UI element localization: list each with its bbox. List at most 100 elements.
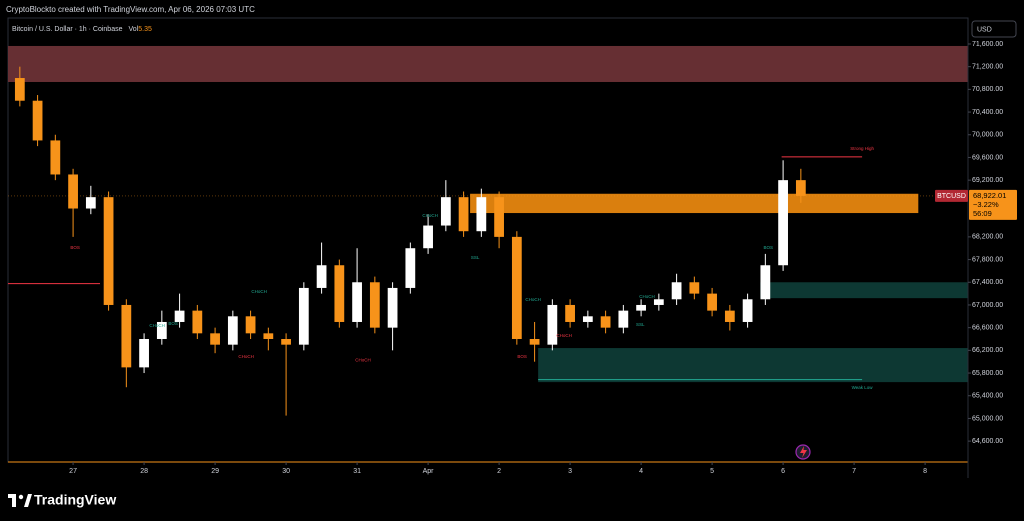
candle-body (227, 316, 238, 345)
zone (470, 193, 919, 214)
candle-body (121, 304, 132, 368)
annotation: BOS (70, 245, 80, 250)
candle-body (671, 282, 682, 300)
candle-body (440, 197, 451, 226)
candle-body (369, 282, 380, 328)
candle-body (511, 236, 522, 340)
x-tick-label: 6 (781, 468, 785, 475)
annotation: BOS (168, 321, 178, 326)
candle-body (724, 310, 735, 322)
annotation: CHoCH (149, 323, 165, 328)
logo-part[interactable] (24, 494, 32, 507)
annotation: CHoCH (355, 358, 371, 363)
candle-body (174, 310, 185, 322)
candle-body (795, 180, 806, 196)
candle-body (263, 333, 274, 340)
x-tick-label: 7 (852, 468, 856, 475)
candle-body (32, 100, 43, 141)
candle-body (529, 339, 540, 345)
y-tick-label: 65,800.00 (972, 370, 1003, 377)
candle-body (50, 140, 61, 175)
zone (760, 282, 968, 299)
symbol-box (935, 189, 968, 202)
y-tick-label: 71,200.00 (972, 64, 1003, 71)
candle-body (281, 339, 291, 345)
zone (538, 348, 968, 383)
candle-body (210, 333, 220, 345)
candle-body (14, 78, 25, 101)
candle-body (778, 180, 788, 266)
x-tick-label: 29 (211, 468, 219, 475)
symbol-label: BTCUSD (937, 193, 966, 200)
y-tick-label: 66,200.00 (972, 347, 1003, 354)
candle-body (316, 265, 327, 288)
x-tick-label: 28 (140, 468, 148, 475)
price-change: −3.22% (973, 200, 999, 209)
candle-body (653, 299, 664, 305)
plot-frame (7, 17, 969, 463)
replay-bolt[interactable] (800, 446, 807, 458)
candle-body (618, 310, 629, 328)
annotation: CHoCH (238, 354, 254, 359)
x-tick-label: Apr (423, 468, 435, 475)
volume-label: Vol (129, 26, 139, 33)
symbol-title: Bitcoin / U.S. Dollar · 1h · Coinbase (12, 26, 123, 33)
x-tick-label: 30 (282, 468, 290, 475)
bar-countdown: 56:09 (973, 209, 992, 218)
y-tick-label: 69,600.00 (972, 154, 1003, 161)
header: CryptoBlockto created with TradingView.c… (6, 5, 255, 14)
x-tick-label: 2 (497, 468, 501, 475)
logo-part[interactable] (12, 494, 16, 507)
candle-body (742, 299, 753, 322)
candle-body (103, 197, 114, 305)
logo-part[interactable] (18, 494, 24, 500)
currency[interactable]: USD (977, 26, 992, 33)
annotation: CHoCH (556, 333, 572, 338)
y-tick-label: 70,400.00 (972, 109, 1003, 116)
annotation: Strong High (850, 146, 874, 151)
y-tick-label: 71,600.00 (972, 41, 1003, 48)
candle-body (68, 174, 78, 209)
brand-logo[interactable]: TradingView (8, 492, 116, 508)
y-tick-label: 67,400.00 (972, 279, 1003, 286)
annotation: SSL (471, 255, 480, 260)
y-tick-label: 65,400.00 (972, 393, 1003, 400)
y-tick-label: 66,600.00 (972, 324, 1003, 331)
candle-body (192, 310, 203, 334)
candle-body (405, 248, 416, 288)
candle-body (600, 316, 611, 328)
candle-body (565, 304, 575, 322)
candle-body (352, 282, 362, 322)
candle-body (245, 316, 256, 334)
annotation: SSL (636, 322, 645, 327)
y-tick-label: 67,800.00 (972, 256, 1003, 263)
candle-body (334, 265, 345, 322)
price-label: 68,922.01 (973, 191, 1006, 200)
y-tick-label: 70,000.00 (972, 132, 1003, 139)
volume-value: 5.35 (138, 26, 152, 33)
zone (8, 45, 968, 82)
annotation: CHoCH (251, 289, 267, 294)
currency-box[interactable] (971, 20, 1017, 38)
y-tick-label: 64,600.00 (972, 438, 1003, 445)
x-tick-label: 5 (710, 468, 714, 475)
y-tick-label: 70,800.00 (972, 86, 1003, 93)
candle-body (689, 282, 700, 294)
y-tick-label: 69,200.00 (972, 177, 1003, 184)
annotation: Weak Low (852, 385, 874, 390)
candle-body (547, 304, 558, 345)
candle-body (458, 197, 469, 232)
x-tick-label: 8 (923, 468, 927, 475)
brand[interactable]: TradingView (34, 492, 116, 508)
x-tick-label: 4 (639, 468, 643, 475)
y-tick-label: 67,000.00 (972, 302, 1003, 309)
annotation: CHoCH (422, 213, 438, 218)
candle-body (707, 293, 717, 311)
x-tick-label: 3 (568, 468, 572, 475)
candle-body (298, 287, 309, 345)
candle-body (760, 265, 771, 300)
price-box (969, 189, 1017, 220)
replay-icon[interactable] (795, 444, 811, 460)
